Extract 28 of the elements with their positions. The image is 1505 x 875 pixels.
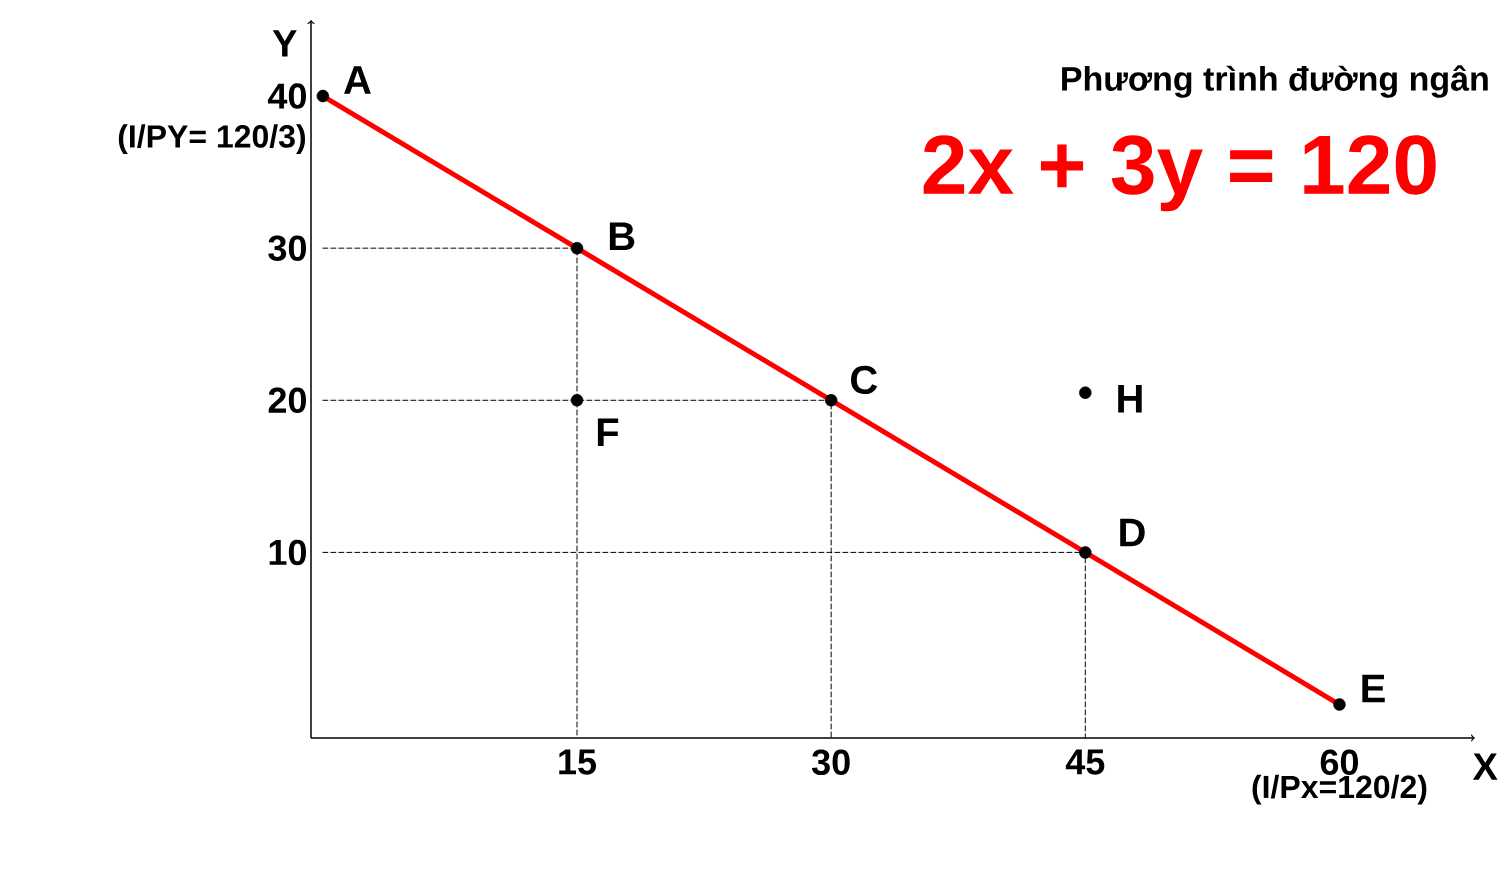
y-tick-label: 20	[268, 387, 306, 414]
text: 2x + 3y = 120	[923, 135, 1436, 212]
annotation: A	[344, 66, 371, 94]
annotation: E	[1362, 674, 1385, 703]
point	[570, 394, 584, 407]
annotation: B	[609, 222, 635, 250]
point	[1079, 546, 1092, 559]
x-tick-label: 15	[559, 749, 597, 775]
x-tick-label: 30	[811, 749, 850, 776]
point	[824, 394, 838, 407]
annotation: C	[851, 365, 878, 395]
annotation: H	[1118, 384, 1142, 413]
annotation: F	[597, 418, 619, 447]
x-tick-label: 60	[1320, 749, 1358, 775]
y-tick-label: 40	[267, 83, 306, 109]
text: Phương trình đường ngân	[1062, 65, 1488, 98]
point	[316, 89, 330, 103]
y-tick-label: 30	[268, 235, 306, 261]
point	[1333, 698, 1346, 711]
x-axis-title: X	[1472, 753, 1498, 780]
y-axis-title: Y	[272, 30, 297, 57]
x-tick-label: 45	[1065, 749, 1105, 775]
annotation: (I/Px=120/2)	[1252, 774, 1427, 805]
y-tick-label: 10	[269, 539, 306, 566]
annotation: (I/PY= 120/3)	[118, 124, 306, 155]
annotation: D	[1120, 518, 1145, 547]
point	[1079, 386, 1092, 399]
point	[570, 241, 584, 255]
